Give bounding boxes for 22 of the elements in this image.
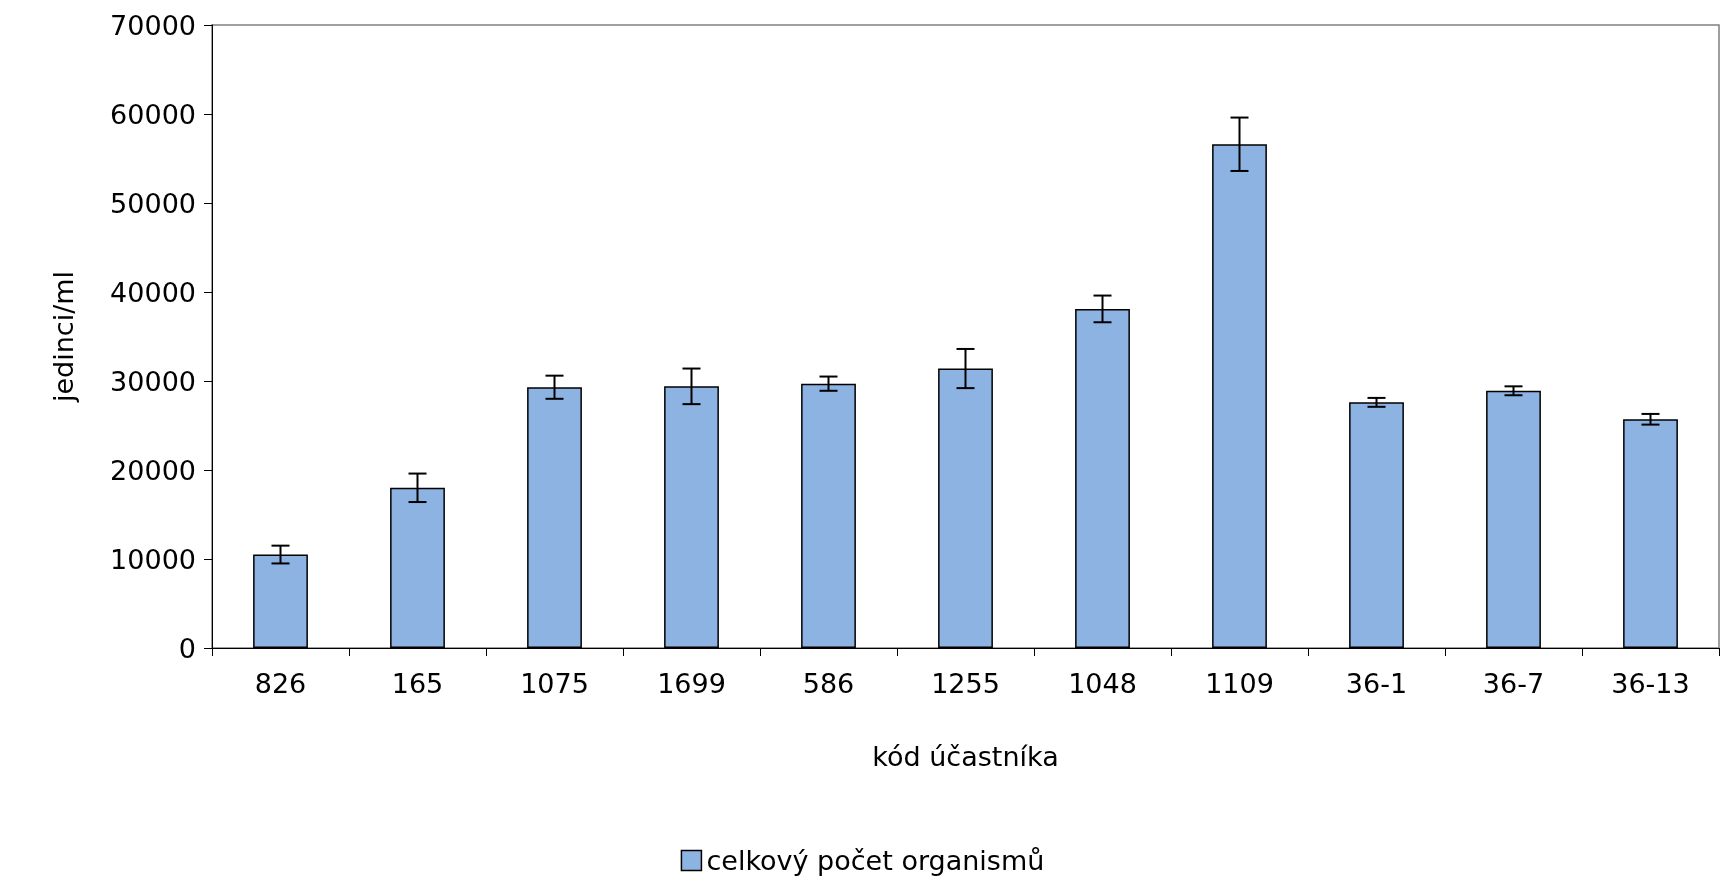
x-tick-label: 1109: [1205, 668, 1274, 699]
y-tick-label: 60000: [110, 98, 196, 130]
y-tick-label: 10000: [110, 543, 196, 575]
x-tick-label: 1048: [1068, 668, 1137, 699]
y-tick-label: 70000: [110, 9, 196, 41]
x-tick-label: 36-1: [1345, 668, 1408, 699]
x-tick-label: 1255: [931, 668, 1000, 699]
y-tick-label: 0: [178, 632, 196, 664]
x-tick-label: 586: [802, 668, 855, 699]
x-tick-label: 36-7: [1482, 668, 1545, 699]
x-tick-label: 165: [391, 668, 444, 699]
legend-label: celkový počet organismů: [706, 845, 1045, 876]
y-tick-label: 20000: [110, 454, 196, 486]
x-axis-title: kód účastníka: [872, 741, 1059, 772]
x-tick-label: 826: [254, 668, 307, 699]
x-tick-label: 1699: [657, 668, 726, 699]
y-axis-title: jedinci/ml: [48, 270, 79, 404]
x-tick-label: 1075: [520, 668, 589, 699]
y-tick-label: 30000: [110, 365, 196, 397]
y-tick-label: 40000: [110, 276, 196, 308]
x-tick-label: 36-13: [1611, 668, 1690, 699]
y-tick-label: 50000: [110, 187, 196, 219]
